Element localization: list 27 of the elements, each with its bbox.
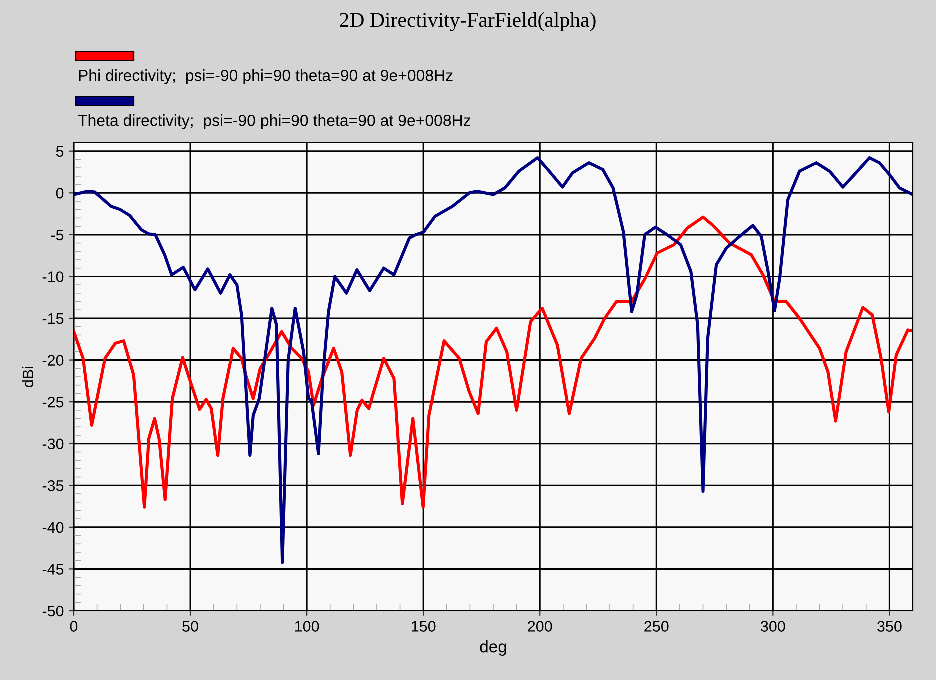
y-tick-label: -35 — [42, 480, 64, 492]
x-tick-label: 350 — [878, 621, 902, 632]
line-series — [74, 216, 913, 509]
y-axis-title: dBi — [22, 366, 34, 388]
chart-title: 2D Directivity-FarField(alpha) — [340, 12, 596, 32]
x-tick-label: 0 — [70, 621, 78, 632]
y-tick-label: -25 — [42, 396, 64, 408]
x-tick-label: 150 — [412, 621, 436, 632]
y-tick-label: -10 — [42, 272, 64, 282]
legend-label: Phi directivity; psi=-90 phi=90 theta=90 at 9e+008Hz — [79, 70, 453, 84]
y-tick-label: -20 — [42, 355, 64, 366]
y-tick-label: -40 — [42, 522, 64, 534]
x-tick-label: 300 — [761, 621, 786, 632]
y-tick-label: -5 — [51, 230, 64, 241]
x-tick-label: 200 — [528, 621, 552, 632]
y-tick-label: -45 — [42, 564, 64, 575]
y-tick-label: -50 — [42, 606, 64, 617]
line-series — [74, 156, 913, 564]
x-tick-label: 50 — [182, 621, 198, 632]
x-tick-label: 250 — [644, 621, 669, 632]
x-axis-title: deg — [480, 640, 506, 656]
x-tick-label: 100 — [295, 621, 320, 632]
y-tick-label: 0 — [56, 188, 64, 199]
legend-label: Theta directivity; psi=-90 phi=90 theta=90 at 9e+008Hz — [78, 114, 471, 130]
y-tick-label: -30 — [42, 438, 64, 450]
y-tick-label: -15 — [42, 314, 64, 324]
y-tick-label: 5 — [56, 146, 64, 158]
